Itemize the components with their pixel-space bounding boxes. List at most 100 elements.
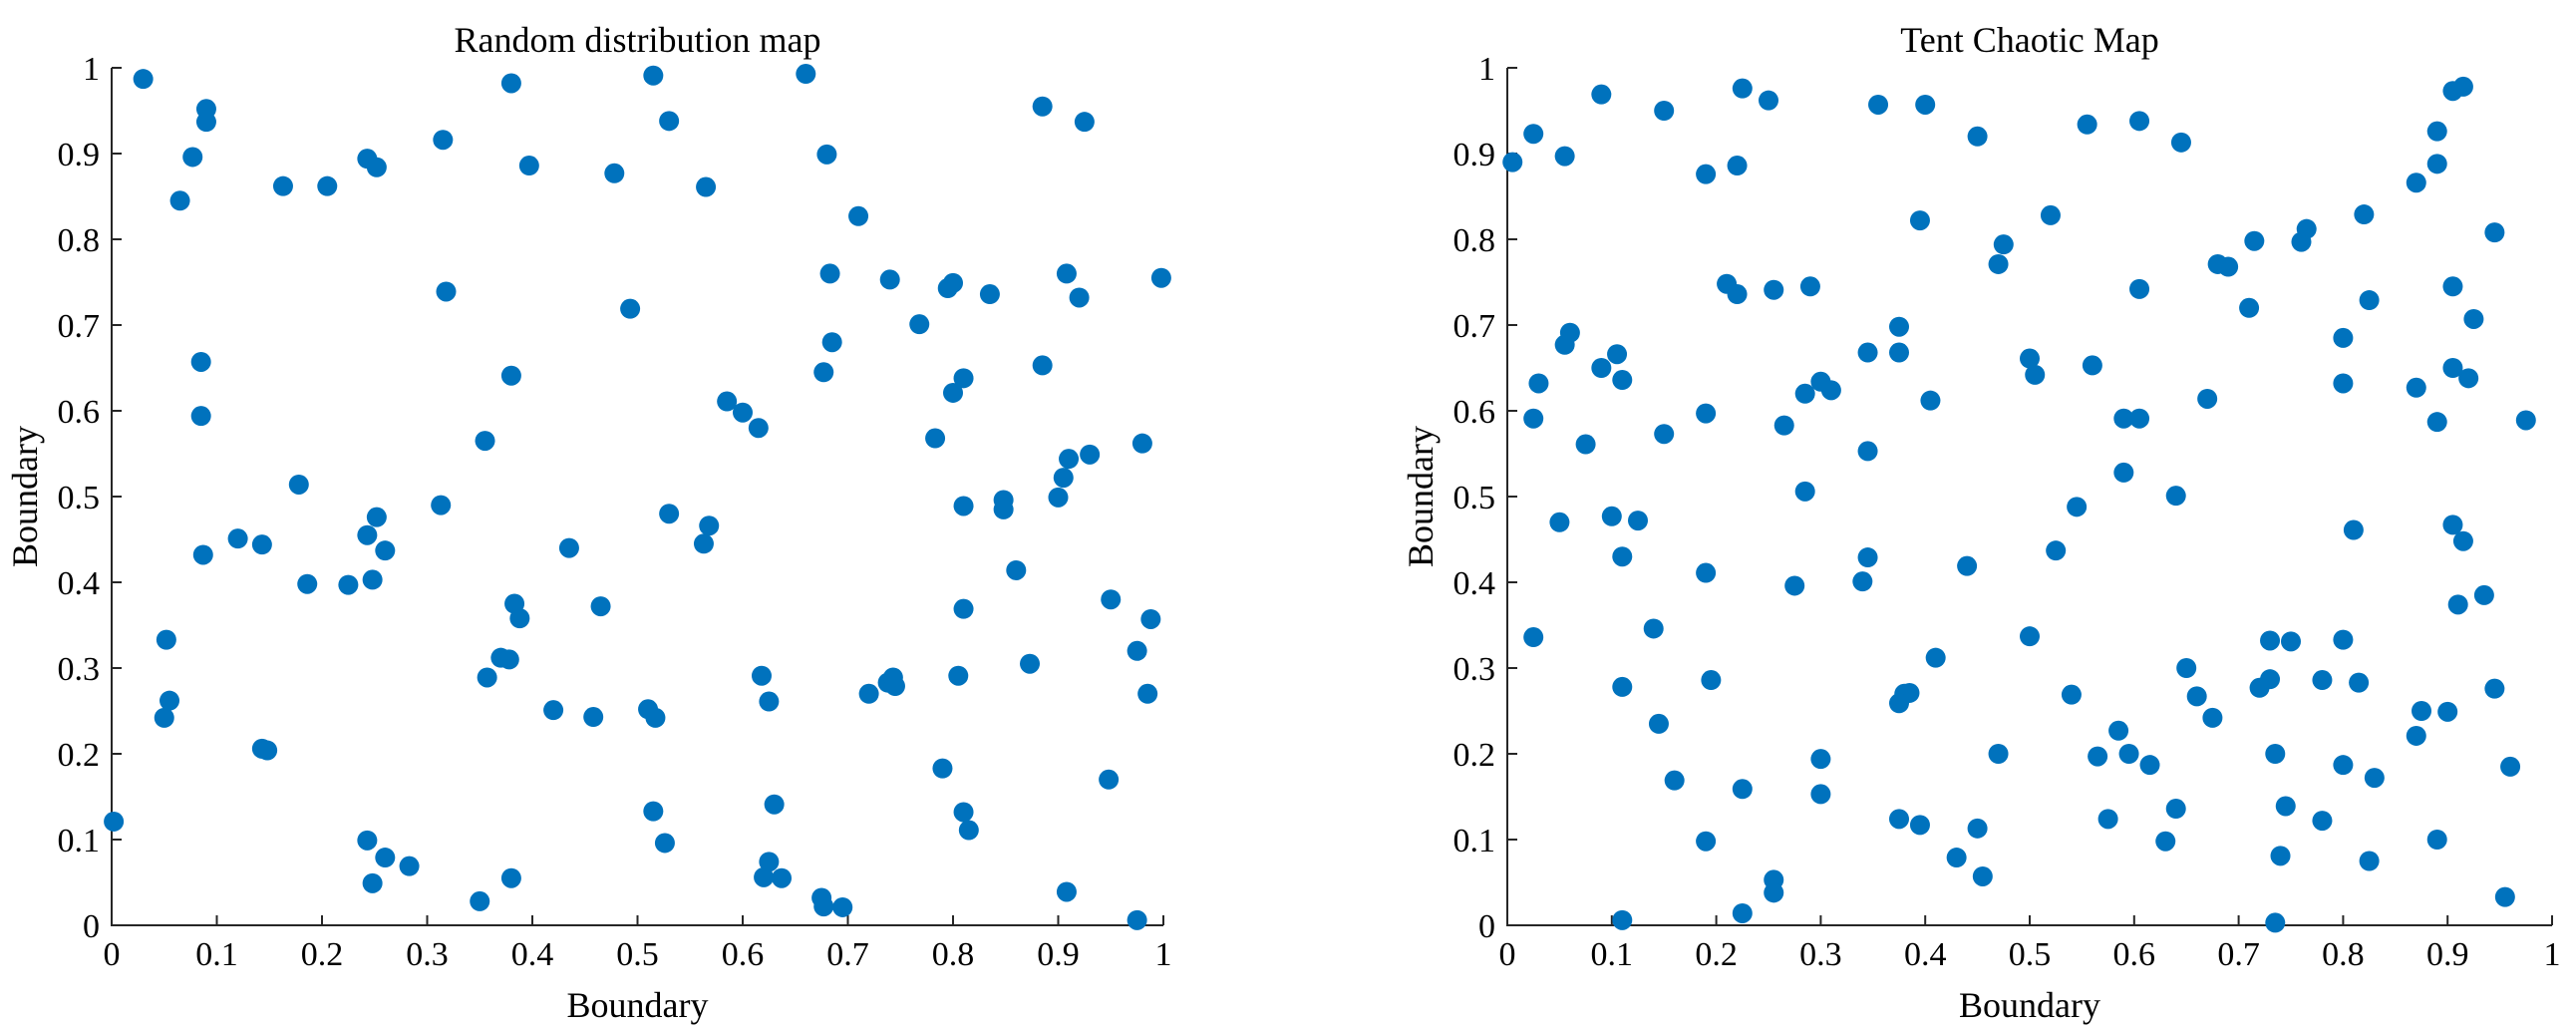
scatter-point xyxy=(366,157,387,177)
scatter-point xyxy=(2452,530,2473,551)
scatter-point xyxy=(1957,555,1978,576)
scatter-point xyxy=(1643,618,1664,639)
x-tick-label: 0.1 xyxy=(195,936,238,973)
scatter-point xyxy=(2239,297,2260,318)
scatter-point xyxy=(1607,344,1628,365)
scatter-point xyxy=(943,382,963,403)
scatter-point xyxy=(2354,204,2375,225)
scatter-point xyxy=(620,298,641,319)
scatter-points xyxy=(1502,76,2536,933)
scatter-point xyxy=(1099,769,1120,790)
scatter-point xyxy=(169,190,190,211)
scatter-point xyxy=(2484,222,2505,243)
scatter-point xyxy=(1701,670,1722,691)
scatter-point xyxy=(2406,725,2426,746)
scatter-point xyxy=(182,147,203,168)
scatter-point xyxy=(659,504,680,524)
scatter-point xyxy=(1523,408,1544,429)
scatter-point xyxy=(1612,546,1633,567)
scatter-point xyxy=(1612,370,1633,391)
scatter-point xyxy=(717,391,738,412)
scatter-point xyxy=(251,534,272,555)
scatter-point xyxy=(357,830,378,851)
y-tick-label: 0.2 xyxy=(1453,737,1496,774)
scatter-point xyxy=(733,402,753,423)
scatter-point xyxy=(2442,276,2463,297)
scatter-point xyxy=(909,314,930,335)
scatter-point xyxy=(590,596,611,617)
scatter-point xyxy=(190,351,211,372)
scatter-point xyxy=(475,431,495,452)
scatter-point xyxy=(2139,755,2160,776)
scatter-point xyxy=(583,707,604,728)
scatter-point xyxy=(1857,342,1878,363)
y-tick-label: 0.8 xyxy=(58,222,101,259)
scatter-point xyxy=(477,667,497,688)
scatter-point xyxy=(1993,234,2014,255)
scatter-point xyxy=(813,896,834,917)
scatter-point xyxy=(1946,848,1967,868)
scatter-point xyxy=(1080,444,1101,465)
scatter-point xyxy=(2312,811,2333,832)
scatter-point xyxy=(1810,749,1831,770)
y-tick-label: 0.6 xyxy=(58,394,101,431)
scatter-point xyxy=(195,112,216,133)
scatter-point xyxy=(192,544,213,565)
scatter-point xyxy=(1988,744,2009,764)
scatter-point xyxy=(2426,121,2447,142)
y-tick-label: 1 xyxy=(1478,51,1495,88)
scatter-point xyxy=(1528,373,1549,394)
scatter-point xyxy=(1032,96,1053,117)
scatter-point xyxy=(764,794,785,815)
scatter-point xyxy=(2312,670,2333,691)
x-axis-label: Boundary xyxy=(567,985,709,1025)
scatter-point xyxy=(1868,94,1889,115)
scatter-point xyxy=(1140,608,1161,629)
scatter-point xyxy=(979,284,1000,305)
scatter-point xyxy=(2281,631,2301,652)
scatter-point xyxy=(925,428,946,449)
x-axis-label: Boundary xyxy=(1959,985,2100,1025)
scatter-point xyxy=(1889,316,1909,337)
scatter-point xyxy=(1852,571,1873,592)
scatter-point xyxy=(2270,846,2291,866)
scatter-point xyxy=(759,691,780,712)
scatter-point xyxy=(832,896,853,917)
scatter-point xyxy=(1069,287,1090,308)
scatter-point xyxy=(1056,881,1077,902)
scatter-point xyxy=(884,676,905,697)
scatter-point xyxy=(1053,468,1074,489)
scatter-point xyxy=(2202,707,2223,728)
scatter-point xyxy=(1764,882,1784,903)
scatter-point xyxy=(1696,831,1717,852)
scatter-point xyxy=(2097,809,2118,830)
scatter-point xyxy=(2108,720,2129,741)
x-tick-label: 0.9 xyxy=(2426,936,2469,973)
x-tick-label: 0.6 xyxy=(2113,936,2156,973)
scatter-point xyxy=(433,130,454,151)
scatter-point xyxy=(1554,334,1575,355)
scatter-point xyxy=(1502,152,1523,172)
scatter-point xyxy=(1857,547,1878,568)
scatter-point xyxy=(754,866,775,887)
scatter-point xyxy=(399,856,420,876)
scatter-point xyxy=(1915,94,1936,115)
scatter-point xyxy=(993,499,1014,519)
scatter-point xyxy=(2088,746,2108,767)
scatter-point xyxy=(375,848,396,868)
scatter-point xyxy=(2473,584,2494,605)
scatter-point xyxy=(338,574,359,595)
axes xyxy=(1506,68,2552,926)
scatter-point xyxy=(953,368,974,389)
scatter-point xyxy=(2333,629,2354,650)
scatter-point xyxy=(943,272,963,293)
scatter-point xyxy=(1988,253,2009,274)
scatter-point xyxy=(1909,210,1930,231)
scatter-point xyxy=(654,833,675,854)
x-tick-label: 0.6 xyxy=(722,936,765,973)
y-ticks: 0 0.1 0.2 0.3 0.4 0.5 0.6 0.7 0.8 0.9 1 xyxy=(58,51,122,945)
x-tick-label: 0.7 xyxy=(826,936,869,973)
scatter-point xyxy=(366,507,387,527)
scatter-point xyxy=(1523,124,1544,145)
scatter-point xyxy=(1909,815,1930,836)
